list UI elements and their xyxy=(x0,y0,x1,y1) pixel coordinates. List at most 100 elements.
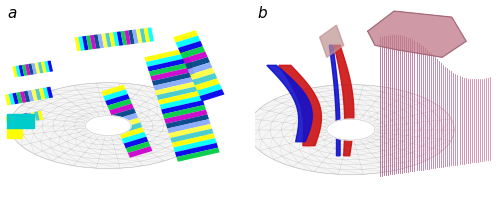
Polygon shape xyxy=(86,116,131,136)
Polygon shape xyxy=(178,42,203,54)
Polygon shape xyxy=(148,58,190,72)
Polygon shape xyxy=(160,96,203,110)
Polygon shape xyxy=(368,12,466,58)
Polygon shape xyxy=(116,118,140,130)
Polygon shape xyxy=(156,86,200,101)
Polygon shape xyxy=(185,58,210,70)
Polygon shape xyxy=(128,146,152,158)
Polygon shape xyxy=(38,63,44,74)
Polygon shape xyxy=(136,30,142,44)
Polygon shape xyxy=(195,79,220,91)
Polygon shape xyxy=(190,68,215,81)
Polygon shape xyxy=(30,112,36,122)
Polygon shape xyxy=(174,139,216,153)
Polygon shape xyxy=(28,91,34,102)
Polygon shape xyxy=(126,142,150,153)
Polygon shape xyxy=(330,46,340,156)
Polygon shape xyxy=(35,89,42,101)
Polygon shape xyxy=(166,115,209,129)
Polygon shape xyxy=(44,62,50,73)
Polygon shape xyxy=(24,91,30,103)
Polygon shape xyxy=(9,116,15,125)
Polygon shape xyxy=(188,63,212,75)
Polygon shape xyxy=(25,65,30,76)
Text: a: a xyxy=(8,6,17,21)
Polygon shape xyxy=(8,94,15,105)
Polygon shape xyxy=(78,37,84,52)
Polygon shape xyxy=(149,63,192,77)
Polygon shape xyxy=(46,87,53,99)
Polygon shape xyxy=(41,62,46,73)
Polygon shape xyxy=(108,99,132,111)
Polygon shape xyxy=(120,32,127,46)
Polygon shape xyxy=(16,66,21,78)
Polygon shape xyxy=(170,129,214,143)
Polygon shape xyxy=(105,34,112,48)
Polygon shape xyxy=(140,29,146,43)
Polygon shape xyxy=(4,95,11,106)
Polygon shape xyxy=(34,63,40,74)
Polygon shape xyxy=(248,85,454,175)
Polygon shape xyxy=(148,28,154,42)
Polygon shape xyxy=(128,31,134,45)
Polygon shape xyxy=(48,61,53,72)
Polygon shape xyxy=(74,38,81,52)
Polygon shape xyxy=(164,110,208,124)
Polygon shape xyxy=(180,47,205,59)
Polygon shape xyxy=(109,33,116,48)
Polygon shape xyxy=(169,124,212,138)
Polygon shape xyxy=(161,101,204,115)
Polygon shape xyxy=(167,120,210,134)
Polygon shape xyxy=(102,34,108,49)
Polygon shape xyxy=(132,30,138,44)
Polygon shape xyxy=(158,91,202,105)
Polygon shape xyxy=(110,104,134,115)
Polygon shape xyxy=(32,90,38,101)
Polygon shape xyxy=(22,65,28,76)
Polygon shape xyxy=(86,36,92,51)
Polygon shape xyxy=(176,148,220,162)
Polygon shape xyxy=(82,37,88,51)
Polygon shape xyxy=(113,33,119,47)
Polygon shape xyxy=(267,66,312,142)
Polygon shape xyxy=(144,49,188,63)
Polygon shape xyxy=(24,114,29,123)
Polygon shape xyxy=(154,77,197,91)
Polygon shape xyxy=(197,84,222,97)
Polygon shape xyxy=(28,64,34,75)
Polygon shape xyxy=(122,132,146,144)
Polygon shape xyxy=(146,53,189,68)
Polygon shape xyxy=(116,32,123,47)
Polygon shape xyxy=(42,88,49,99)
Polygon shape xyxy=(173,31,198,43)
Polygon shape xyxy=(8,114,34,128)
Polygon shape xyxy=(118,123,142,134)
Polygon shape xyxy=(103,90,128,101)
Polygon shape xyxy=(192,74,217,86)
Polygon shape xyxy=(16,115,22,124)
Polygon shape xyxy=(12,93,19,105)
Polygon shape xyxy=(320,26,344,58)
Polygon shape xyxy=(12,115,18,125)
Text: b: b xyxy=(257,6,267,21)
Polygon shape xyxy=(124,137,148,149)
Polygon shape xyxy=(34,112,40,121)
Polygon shape xyxy=(20,114,26,124)
Polygon shape xyxy=(98,35,104,49)
Polygon shape xyxy=(101,85,126,97)
Polygon shape xyxy=(90,36,96,50)
Polygon shape xyxy=(144,29,150,43)
Polygon shape xyxy=(114,113,138,125)
Polygon shape xyxy=(32,64,37,75)
Polygon shape xyxy=(200,90,224,102)
Polygon shape xyxy=(334,46,354,156)
Polygon shape xyxy=(6,116,11,126)
Polygon shape xyxy=(86,116,131,136)
Polygon shape xyxy=(27,113,32,122)
Polygon shape xyxy=(18,66,24,77)
Polygon shape xyxy=(279,66,322,146)
Polygon shape xyxy=(155,82,198,96)
Polygon shape xyxy=(152,72,195,86)
Polygon shape xyxy=(10,83,207,169)
Polygon shape xyxy=(105,95,130,106)
